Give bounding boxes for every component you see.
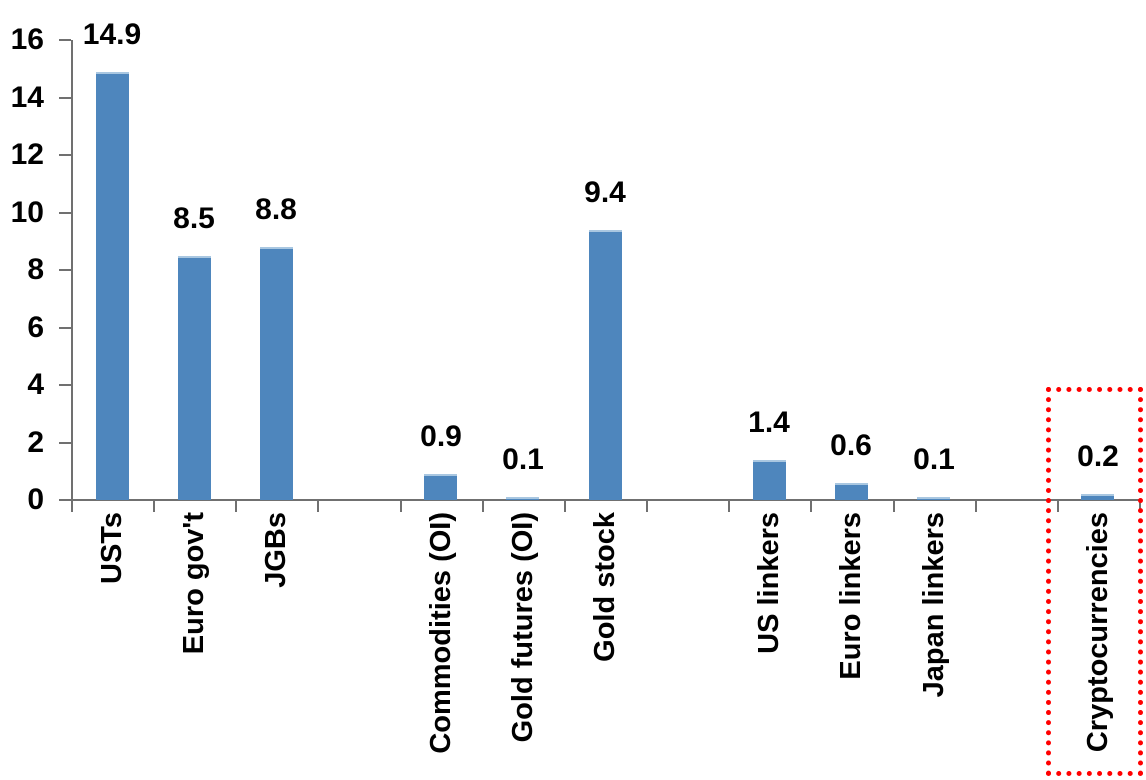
x-axis-tick bbox=[235, 500, 237, 512]
x-axis-tick bbox=[646, 500, 648, 512]
category-label-gold-futures-oi: Gold futures (OI) bbox=[507, 512, 539, 743]
category-label-euro-linkers: Euro linkers bbox=[835, 512, 867, 680]
category-label-commodities-oi: Commodities (OI) bbox=[425, 512, 457, 754]
y-axis-tick-label: 0 bbox=[27, 483, 44, 516]
x-axis-tick bbox=[153, 500, 155, 512]
bar-gold-futures-oi bbox=[506, 497, 539, 500]
value-label-euro-linkers: 0.6 bbox=[830, 429, 872, 462]
y-axis-tick-label: 14 bbox=[10, 80, 44, 114]
bar-cryptocurrencies bbox=[1081, 494, 1114, 500]
y-axis-tick bbox=[59, 384, 71, 386]
value-label-gold-stock: 9.4 bbox=[584, 176, 626, 209]
y-axis-tick bbox=[59, 326, 71, 329]
y-axis-tick-label: 4 bbox=[27, 368, 44, 401]
y-axis-line bbox=[71, 40, 73, 502]
bar-euro-linkers bbox=[835, 483, 868, 500]
x-axis-tick bbox=[400, 500, 402, 512]
x-axis-tick bbox=[482, 500, 484, 512]
value-label-usts: 14.9 bbox=[82, 18, 142, 51]
x-axis-tick bbox=[893, 500, 895, 512]
x-axis-line bbox=[71, 499, 1141, 501]
y-axis-tick bbox=[59, 39, 71, 41]
y-axis-tick bbox=[59, 154, 71, 156]
x-axis-tick bbox=[317, 500, 319, 512]
value-label-us-linkers: 1.4 bbox=[748, 406, 790, 439]
value-label-jgbs: 8.8 bbox=[255, 193, 297, 226]
bar-euro-gov-t bbox=[178, 256, 211, 500]
bar-japan-linkers bbox=[917, 497, 950, 500]
y-axis-tick-label: 2 bbox=[27, 425, 44, 459]
x-axis-tick bbox=[1057, 500, 1059, 512]
category-label-japan-linkers: Japan linkers bbox=[918, 512, 950, 698]
x-axis-tick bbox=[728, 500, 730, 512]
value-label-gold-futures-oi: 0.1 bbox=[502, 443, 544, 476]
y-axis-tick bbox=[59, 499, 71, 501]
bar-commodities-oi bbox=[424, 474, 457, 500]
category-label-jgbs: JGBs bbox=[260, 512, 292, 588]
x-axis-tick bbox=[975, 500, 977, 512]
value-label-cryptocurrencies: 0.2 bbox=[1077, 440, 1119, 473]
y-axis-tick-label: 16 bbox=[10, 23, 44, 56]
bar-jgbs bbox=[260, 247, 293, 500]
y-axis-tick-label: 8 bbox=[27, 253, 44, 286]
bar-gold-stock bbox=[589, 230, 622, 500]
x-axis-tick bbox=[71, 500, 73, 512]
bar-usts bbox=[96, 72, 129, 500]
category-label-euro-gov-t: Euro gov't bbox=[178, 512, 210, 655]
bar-us-linkers bbox=[753, 460, 786, 500]
y-axis-tick-label: 10 bbox=[10, 195, 44, 229]
category-label-usts: USTs bbox=[96, 512, 128, 584]
y-axis-tick bbox=[59, 441, 71, 444]
category-label-gold-stock: Gold stock bbox=[589, 512, 621, 662]
y-axis-tick bbox=[59, 211, 71, 214]
x-axis-tick bbox=[810, 500, 812, 512]
y-axis-tick bbox=[59, 96, 71, 99]
highlight-box-cryptocurrencies bbox=[1046, 387, 1143, 776]
y-axis-tick-label: 12 bbox=[10, 138, 44, 171]
y-axis-tick-label: 6 bbox=[27, 310, 44, 344]
value-label-japan-linkers: 0.1 bbox=[913, 443, 955, 476]
value-label-euro-gov-t: 8.5 bbox=[173, 202, 215, 235]
y-axis-tick bbox=[59, 269, 71, 271]
category-label-us-linkers: US linkers bbox=[753, 512, 785, 654]
value-label-commodities-oi: 0.9 bbox=[420, 420, 462, 453]
x-axis-tick bbox=[564, 500, 566, 512]
